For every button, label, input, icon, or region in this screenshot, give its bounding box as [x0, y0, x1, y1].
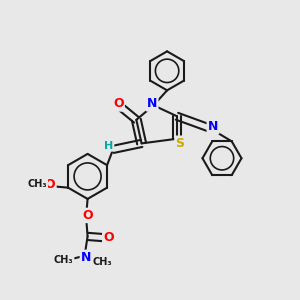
Text: H: H — [104, 140, 113, 151]
Text: CH₃: CH₃ — [27, 179, 47, 189]
Text: O: O — [45, 178, 56, 191]
Text: CH₃: CH₃ — [54, 255, 74, 266]
Text: N: N — [81, 251, 91, 264]
Text: O: O — [103, 231, 114, 244]
Text: N: N — [208, 120, 218, 133]
Text: O: O — [82, 209, 93, 222]
Text: N: N — [147, 97, 157, 110]
Text: CH₃: CH₃ — [93, 257, 112, 267]
Text: S: S — [176, 137, 184, 150]
Text: O: O — [113, 98, 124, 110]
